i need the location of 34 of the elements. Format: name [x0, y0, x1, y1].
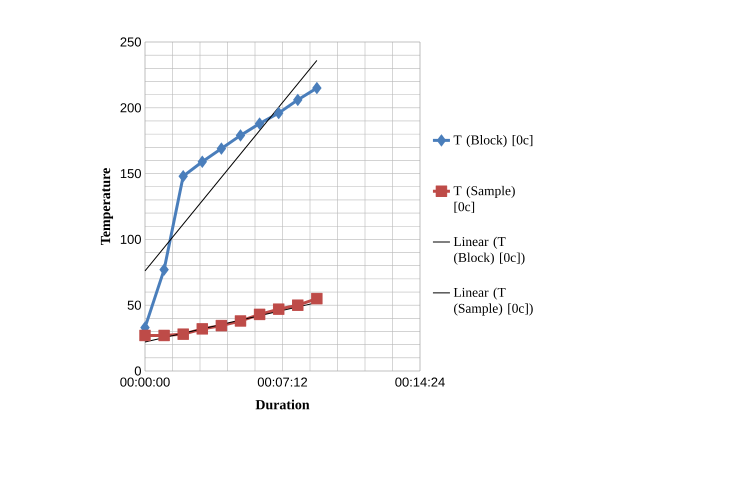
legend-label: T (Block) [0c]	[454, 135, 532, 148]
y-tick-label: 250	[120, 37, 141, 47]
point	[272, 303, 284, 315]
y-tick-label: 150	[120, 169, 141, 178]
point	[158, 330, 170, 342]
point	[292, 299, 304, 311]
point	[216, 320, 228, 332]
point	[234, 315, 246, 327]
point	[177, 328, 189, 340]
point	[254, 117, 264, 130]
point	[254, 308, 266, 320]
y-axis-title: Temperature	[100, 168, 114, 246]
x-tick-label: 00:00:00	[120, 378, 170, 387]
point	[216, 142, 226, 155]
legend-label: Linear (T (Block) [0c])	[454, 236, 525, 265]
legend-label: Linear (T (Sample) [0c])	[454, 287, 533, 316]
y-tick-label: 0	[134, 366, 141, 376]
point	[178, 170, 188, 182]
point	[198, 156, 208, 168]
x-tick-label: 00:07:12	[258, 378, 308, 387]
x-axis-title: Duration	[256, 400, 310, 410]
point	[139, 330, 151, 342]
point	[159, 263, 169, 276]
x-tick-label: 00:14:24	[395, 378, 445, 387]
legend-label: T (Sample) [0c]	[454, 186, 515, 213]
point	[311, 292, 323, 304]
y-tick-label: 100	[120, 234, 141, 244]
point	[196, 323, 208, 335]
y-tick-label: 50	[128, 300, 141, 310]
point	[312, 82, 322, 94]
y-tick-label: 200	[120, 103, 141, 112]
point	[274, 106, 284, 120]
point	[236, 129, 246, 142]
point	[293, 94, 303, 106]
